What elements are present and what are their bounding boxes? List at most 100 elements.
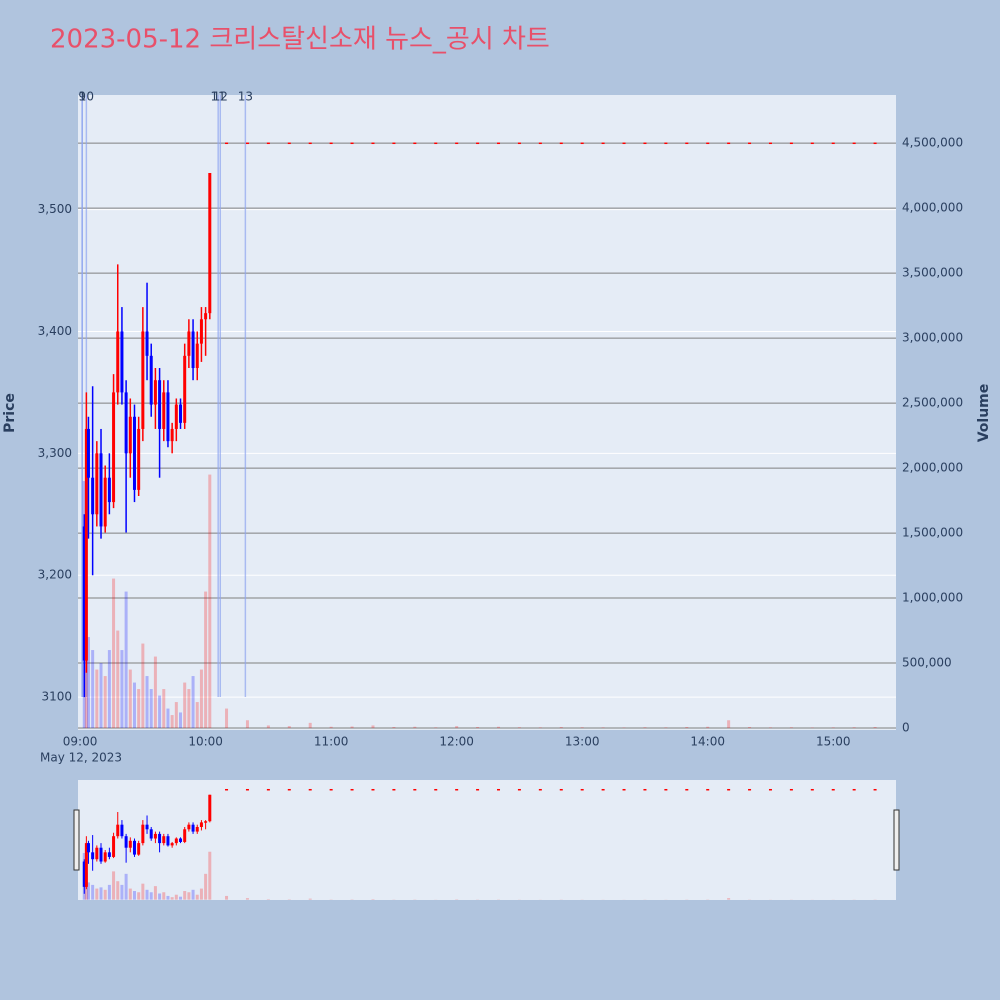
candle-body <box>873 788 877 791</box>
volume-bar <box>124 591 128 729</box>
candle-body <box>137 428 141 490</box>
candle-body <box>308 788 312 791</box>
candle-body <box>245 142 249 145</box>
volume-bar <box>187 892 191 900</box>
range-slider[interactable] <box>78 780 896 900</box>
candle-body <box>158 833 162 844</box>
y-tick-label: 3,400 <box>38 324 72 338</box>
candle-body <box>208 173 212 314</box>
candle-body <box>350 788 354 791</box>
candle-body <box>371 788 375 791</box>
volume-bar <box>128 669 132 729</box>
volume-bar <box>208 851 212 900</box>
news-marker-label: 10 <box>79 90 94 104</box>
candle-body <box>86 428 90 478</box>
volume-bar <box>768 727 772 729</box>
volume-bar <box>831 727 835 729</box>
x-tick-label: 11:00 <box>314 735 349 749</box>
candle-body <box>170 843 174 846</box>
volume-bar <box>116 881 120 900</box>
candle-body <box>99 453 103 527</box>
candle-body <box>120 331 124 393</box>
candle-body <box>685 142 689 145</box>
plot-area <box>78 95 896 730</box>
volume-bar <box>103 889 107 900</box>
candle-body <box>183 829 187 842</box>
candle-body <box>517 788 521 791</box>
x-tick-label: 13:00 <box>565 735 600 749</box>
candle-body <box>116 331 120 393</box>
volume-bar <box>95 669 99 729</box>
volume-bar <box>706 726 710 729</box>
candle-body <box>208 794 212 822</box>
volume-bar <box>204 591 208 729</box>
candle-body <box>434 142 438 145</box>
candle-body <box>622 142 626 145</box>
y2-tick-label: 2,000,000 <box>902 461 963 475</box>
volume-bar <box>153 656 157 729</box>
candle-body <box>392 788 396 791</box>
candle-body <box>132 416 136 490</box>
y-tick-label: 3,300 <box>38 446 72 460</box>
volume-bar <box>91 884 95 900</box>
y2-tick-label: 500,000 <box>902 656 952 670</box>
candle-body <box>727 788 731 791</box>
candle-body <box>124 392 128 454</box>
candle-body <box>789 788 793 791</box>
candle-body <box>476 788 480 791</box>
volume-bar <box>455 726 459 729</box>
volume-bar <box>413 726 417 729</box>
volume-bar <box>245 720 249 729</box>
volume-bar <box>170 715 174 729</box>
volume-bar <box>517 727 521 729</box>
volume-bar <box>643 727 647 729</box>
volume-bar <box>873 727 877 729</box>
volume-bar <box>91 650 95 729</box>
volume-bar <box>601 727 605 729</box>
volume-bar <box>727 720 731 729</box>
volume-bar <box>476 727 480 729</box>
candle-body <box>748 788 752 791</box>
candle-body <box>455 142 459 145</box>
slider-handle[interactable] <box>893 809 900 871</box>
volume-bar <box>195 894 199 900</box>
candle-body <box>476 142 480 145</box>
volume-bar <box>132 682 136 729</box>
candle-body <box>120 824 124 837</box>
volume-bar <box>225 708 229 729</box>
volume-bar <box>174 894 178 900</box>
volume-bar <box>145 889 149 900</box>
candle-body <box>601 142 605 145</box>
candle-body <box>116 824 120 837</box>
candle-body <box>497 788 501 791</box>
candle-body <box>538 788 542 791</box>
candle-body <box>413 788 417 791</box>
candle-body <box>95 453 99 515</box>
candle-body <box>179 404 183 423</box>
candle-body <box>768 142 772 145</box>
volume-bar <box>112 871 116 900</box>
news-marker-label: 12 <box>213 90 228 104</box>
candle-body <box>748 142 752 145</box>
candle-body <box>91 477 95 515</box>
x-tick-label: 10:00 <box>188 735 223 749</box>
volume-bar <box>153 886 157 900</box>
volume-bar <box>158 695 162 729</box>
volume-bar <box>727 898 731 900</box>
slider-handle[interactable] <box>73 809 80 871</box>
candle-body <box>199 319 203 344</box>
candle-body <box>810 142 814 145</box>
volume-bar <box>266 725 270 729</box>
volume-bar <box>162 689 166 729</box>
candle-body <box>643 142 647 145</box>
y2-tick-label: 4,000,000 <box>902 201 963 215</box>
x-tick-label: 14:00 <box>690 735 725 749</box>
volume-bar <box>162 892 166 900</box>
volume-bar <box>538 727 542 729</box>
volume-bar <box>664 727 668 729</box>
volume-bar <box>685 727 689 729</box>
candle-body <box>768 788 772 791</box>
candle-body <box>141 824 145 844</box>
candle-body <box>153 380 157 405</box>
volume-bar <box>580 727 584 729</box>
